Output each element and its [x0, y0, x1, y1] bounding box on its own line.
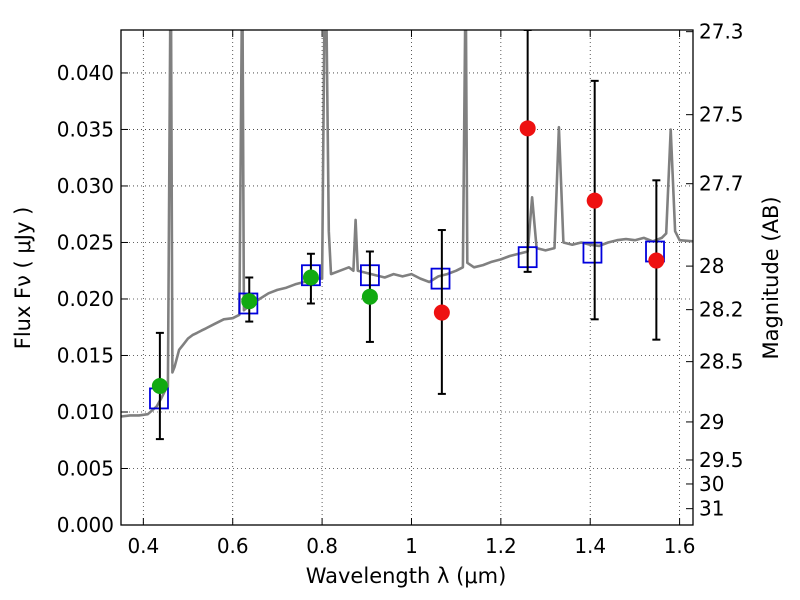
- observed-point: [151, 377, 168, 394]
- observed-point: [586, 192, 603, 209]
- observed-point: [241, 293, 258, 310]
- y-tick-label: 0.035: [57, 117, 114, 141]
- y-axis-right-label: Magnitude (AB): [759, 196, 783, 359]
- x-tick-label: 1.2: [485, 534, 517, 558]
- y-right-tick-label: 31: [699, 497, 724, 521]
- y-tick-label: 0.040: [57, 61, 114, 85]
- x-axis-label: Wavelength λ (μm): [306, 564, 507, 588]
- y-tick-label: 0.015: [57, 343, 114, 367]
- y-axis-label: Flux Fν ( μJy ): [11, 207, 35, 350]
- y-tick-label: 0.030: [57, 174, 114, 198]
- y-right-tick-label: 28.5: [699, 350, 744, 374]
- y-tick-label: 0.005: [57, 456, 114, 480]
- x-tick-label: 0.4: [127, 534, 159, 558]
- x-tick-label: 1.4: [574, 534, 606, 558]
- y-tick-label: 0.025: [57, 230, 114, 254]
- model-square: [582, 241, 603, 264]
- y-right-tick-label: 27.5: [699, 103, 744, 127]
- y-axis: 0.000 0.005 0.010 0.015 0.020 0.025 0.030 0.035…: [57, 61, 128, 537]
- observed-point: [302, 269, 319, 286]
- x-axis: 0.4 0.6 0.8 1 1.2 1.4 1.6: [127, 30, 696, 558]
- plot-area: [121, 30, 693, 441]
- y-right-tick-label: 29.5: [699, 448, 744, 472]
- model-square: [430, 267, 451, 290]
- x-tick-label: 1: [405, 534, 418, 558]
- x-tick-label: 1.6: [664, 534, 696, 558]
- y-tick-label: 0.000: [57, 513, 114, 537]
- y-right-tick-label: 30: [699, 472, 724, 496]
- x-tick-label: 0.6: [217, 534, 249, 558]
- y-right-tick-label: 28: [699, 254, 724, 278]
- spectrum-line: [121, 30, 693, 418]
- observed-point: [519, 120, 536, 137]
- y-right-tick-label: 29: [699, 410, 724, 434]
- y-tick-label: 0.020: [57, 287, 114, 311]
- observed-point: [648, 252, 665, 269]
- grid: [121, 30, 693, 525]
- observed-point: [433, 304, 450, 321]
- plot-frame: [120, 29, 694, 526]
- y-right-tick-label: 28.2: [699, 298, 744, 322]
- y-right-tick-label: 27.3: [699, 20, 744, 44]
- y-tick-label: 0.010: [57, 400, 114, 424]
- y-right-tick-label: 27.7: [699, 172, 744, 196]
- observed-point: [361, 288, 378, 305]
- x-tick-label: 0.8: [306, 534, 338, 558]
